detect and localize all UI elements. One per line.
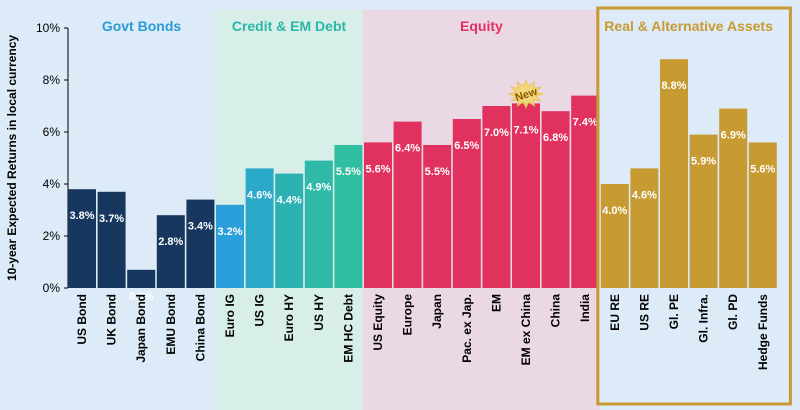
bar bbox=[97, 191, 126, 288]
category-label: EMU Bond bbox=[164, 294, 178, 355]
annotations: New bbox=[507, 79, 545, 109]
category-label: US Bond bbox=[75, 294, 89, 345]
y-tick-label: 2% bbox=[43, 229, 61, 243]
bar bbox=[719, 108, 748, 288]
bar-value-label: 2.8% bbox=[158, 236, 183, 248]
category-label: EU RE bbox=[608, 294, 622, 331]
bar bbox=[334, 145, 363, 288]
group-band bbox=[599, 10, 778, 410]
bar bbox=[275, 173, 304, 288]
bar-value-label: 8.8% bbox=[661, 80, 686, 92]
category-label: India bbox=[578, 294, 592, 322]
bar bbox=[689, 134, 718, 288]
y-axis-title: 10-year Expected Returns in local curren… bbox=[5, 35, 19, 281]
bar bbox=[216, 204, 244, 288]
category-label: US IG bbox=[253, 294, 267, 327]
category-label: Gl. PE bbox=[667, 294, 681, 329]
bar-value-label: 5.5% bbox=[336, 166, 361, 178]
bar-value-label: 7.1% bbox=[513, 124, 538, 136]
bar-value-label: 4.0% bbox=[602, 205, 627, 217]
bar bbox=[748, 142, 777, 288]
bar bbox=[423, 145, 452, 288]
bar-value-label: 7.4% bbox=[573, 117, 598, 129]
bar-value-label: 3.8% bbox=[69, 210, 94, 222]
bar bbox=[571, 95, 600, 288]
bar-value-label: 6.5% bbox=[454, 140, 479, 152]
y-tick-label: 6% bbox=[43, 125, 61, 139]
category-label: China Bond bbox=[193, 294, 207, 361]
bar-value-label: 5.6% bbox=[750, 163, 775, 175]
bar-value-label: 4.4% bbox=[277, 195, 302, 207]
bar-value-label: 6.9% bbox=[721, 130, 746, 142]
category-label: Hedge Funds bbox=[756, 294, 770, 370]
group-title: Govt Bonds bbox=[102, 18, 182, 34]
category-label: Japan Bond bbox=[134, 294, 148, 363]
group-title: Credit & EM Debt bbox=[232, 18, 347, 34]
bar-value-label: 3.4% bbox=[188, 221, 213, 233]
bar bbox=[660, 59, 688, 289]
bar-value-label: 5.9% bbox=[691, 156, 716, 168]
bar bbox=[156, 215, 185, 288]
bar bbox=[541, 111, 570, 288]
category-label: EM HC Debt bbox=[341, 294, 355, 363]
bar bbox=[245, 168, 274, 288]
bar-value-label: 0.7% bbox=[129, 291, 154, 303]
category-label: Euro HY bbox=[282, 294, 296, 341]
bar-value-label: 6.4% bbox=[395, 143, 420, 155]
category-label: Gl. PD bbox=[726, 294, 740, 330]
bar bbox=[364, 142, 392, 288]
group-titles: Govt Bonds Credit & EM Debt Equity Real & A… bbox=[102, 6, 792, 406]
bar bbox=[393, 121, 422, 288]
bar-value-label: 5.6% bbox=[365, 163, 390, 175]
bar-value-label: 5.5% bbox=[425, 166, 450, 178]
bar bbox=[630, 168, 659, 288]
category-label: EM bbox=[489, 294, 503, 312]
bar-value-labels: 3.8% 3.7% 0.7% 2.8% 3.4% 3.2% 4.6% 4.4% 4.9% 5.5%… bbox=[69, 80, 775, 303]
category-label: US HY bbox=[312, 294, 326, 331]
category-label: China bbox=[549, 294, 563, 328]
bar-value-label: 4.9% bbox=[306, 182, 331, 194]
bar bbox=[452, 119, 481, 288]
category-label: UK Bond bbox=[105, 294, 119, 345]
bar-value-label: 3.7% bbox=[99, 213, 124, 225]
category-label: Euro IG bbox=[223, 294, 237, 337]
category-label: US RE bbox=[637, 294, 651, 331]
y-tick-label: 10% bbox=[36, 21, 60, 35]
category-label: Pac. ex Jap. bbox=[460, 294, 474, 363]
y-tick-label: 4% bbox=[43, 177, 61, 191]
category-label: Japan bbox=[430, 294, 444, 329]
new-badge-icon bbox=[507, 79, 545, 109]
bar-value-label: 4.6% bbox=[247, 189, 272, 201]
category-label: US Equity bbox=[371, 294, 385, 351]
bar-value-label: 7.0% bbox=[484, 127, 509, 139]
bar-value-label: 3.2% bbox=[217, 226, 242, 238]
bar bbox=[127, 269, 156, 288]
category-label: Gl. Infra. bbox=[697, 294, 711, 343]
category-labels: US Bond UK Bond Japan Bond EMU Bond China Bo… bbox=[75, 294, 770, 370]
category-label: EM ex China bbox=[519, 294, 533, 366]
group-title: Real & Alternative Assets bbox=[604, 18, 773, 34]
group-title: Equity bbox=[460, 18, 503, 34]
y-tick-label: 8% bbox=[43, 73, 61, 87]
bar bbox=[482, 106, 511, 288]
bar bbox=[68, 189, 96, 288]
group-outline bbox=[596, 6, 792, 406]
bar bbox=[600, 184, 629, 288]
bar bbox=[304, 160, 333, 288]
y-tick-label: 0% bbox=[43, 281, 61, 295]
bar bbox=[186, 199, 215, 288]
bar-value-label: 6.8% bbox=[543, 132, 568, 144]
bar bbox=[512, 103, 540, 289]
y-axis: 0% 2% 4% 6% 8% 10% bbox=[36, 21, 69, 295]
bars bbox=[68, 59, 777, 289]
category-label: Europe bbox=[401, 294, 415, 336]
bar-value-label: 4.6% bbox=[632, 189, 657, 201]
